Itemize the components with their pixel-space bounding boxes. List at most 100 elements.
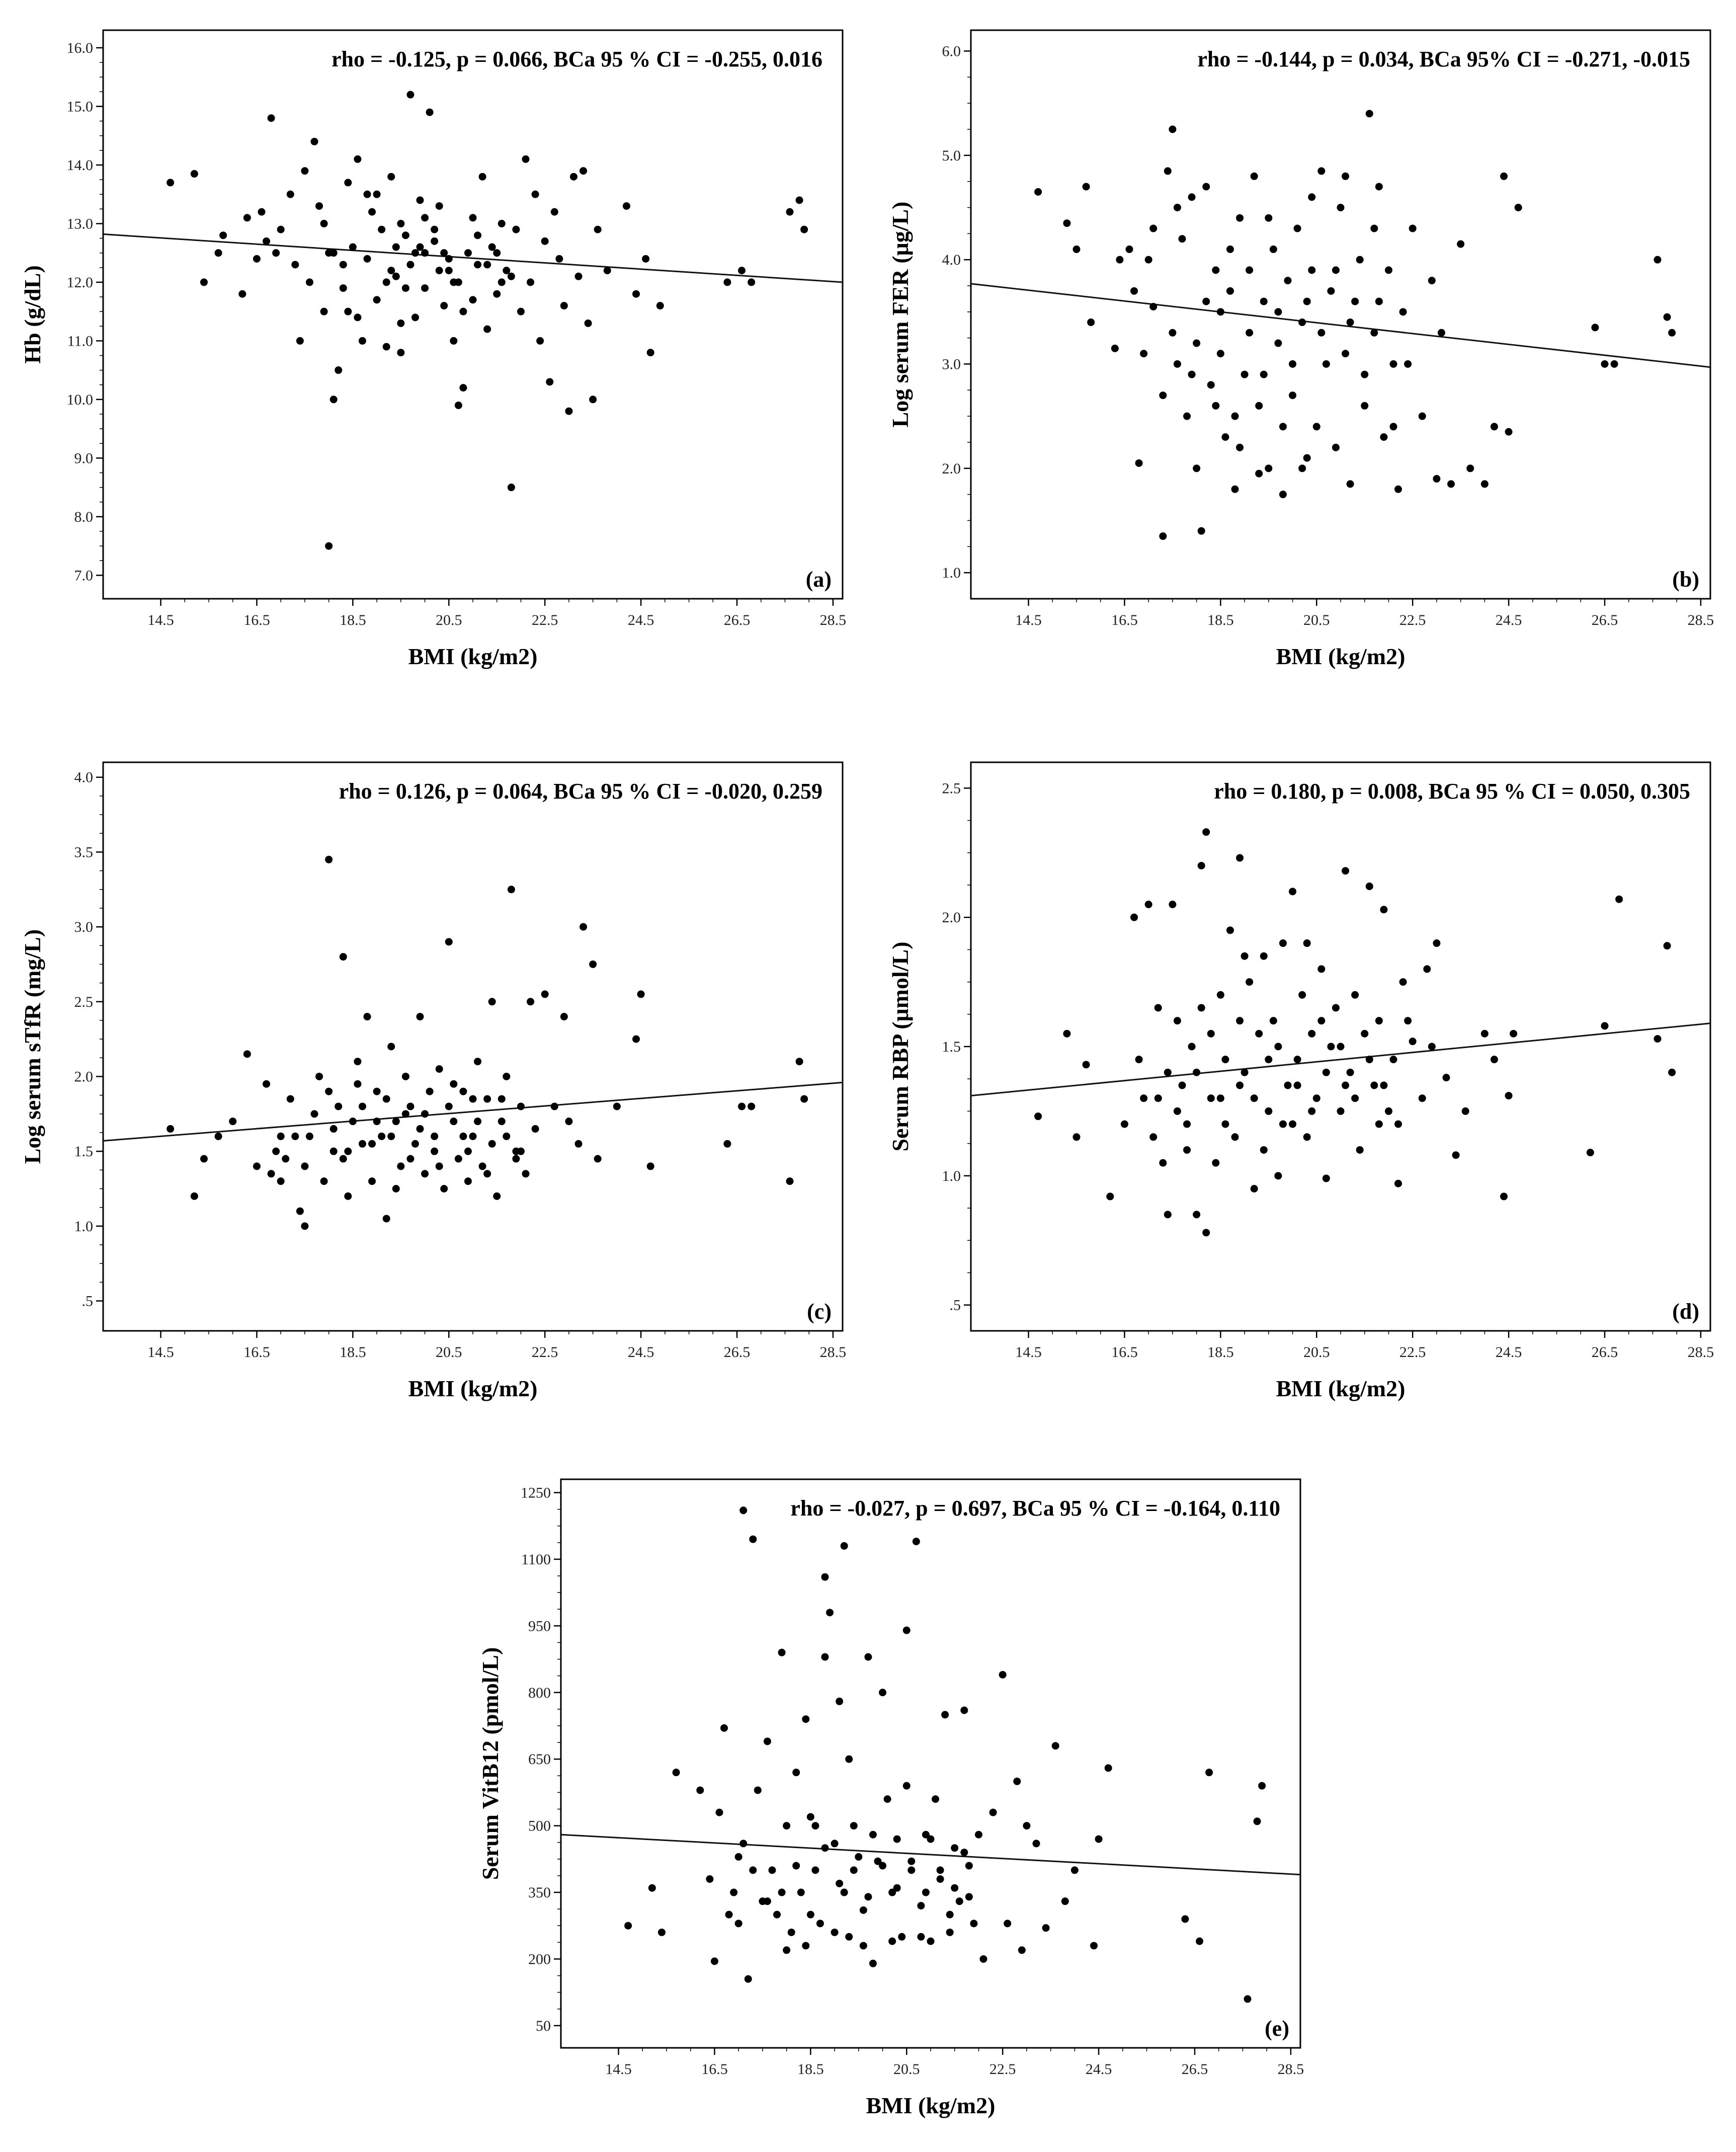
x-tick-label: 26.5 bbox=[1592, 612, 1618, 628]
data-point bbox=[1202, 297, 1210, 305]
data-point bbox=[594, 1155, 602, 1163]
data-point bbox=[335, 366, 343, 374]
data-point bbox=[329, 1147, 338, 1155]
data-point bbox=[243, 214, 251, 222]
data-point bbox=[1231, 412, 1239, 420]
data-point bbox=[725, 1910, 733, 1919]
data-point bbox=[1298, 991, 1306, 999]
data-point bbox=[387, 267, 395, 275]
data-point bbox=[917, 1902, 925, 1909]
data-point bbox=[979, 1955, 987, 1963]
y-tick-label: 350 bbox=[528, 1884, 551, 1901]
data-point bbox=[368, 1177, 376, 1185]
data-point bbox=[320, 1177, 328, 1185]
data-point bbox=[363, 255, 371, 263]
data-point bbox=[527, 278, 535, 286]
data-point bbox=[1346, 480, 1354, 488]
data-point bbox=[1284, 1081, 1292, 1089]
data-point bbox=[1034, 188, 1042, 196]
data-point bbox=[498, 278, 506, 286]
data-point bbox=[387, 1043, 395, 1051]
data-point bbox=[1221, 1120, 1229, 1128]
x-tick-label: 16.5 bbox=[1111, 612, 1138, 628]
data-point bbox=[1303, 297, 1311, 305]
data-point bbox=[1061, 1897, 1069, 1905]
data-point bbox=[879, 1689, 887, 1697]
data-point bbox=[1265, 214, 1273, 222]
data-point bbox=[435, 1065, 443, 1073]
data-point bbox=[1274, 1043, 1282, 1051]
data-point bbox=[768, 1866, 776, 1874]
data-point bbox=[1164, 167, 1172, 175]
x-tick-label: 26.5 bbox=[1592, 1344, 1618, 1361]
data-point bbox=[1505, 1092, 1513, 1100]
data-point bbox=[474, 1118, 482, 1126]
data-point bbox=[421, 284, 429, 292]
x-tick-label: 14.5 bbox=[605, 2061, 632, 2078]
data-point bbox=[1610, 360, 1618, 368]
data-point bbox=[912, 1538, 920, 1546]
data-point bbox=[541, 237, 549, 245]
data-point bbox=[397, 349, 405, 357]
x-tick-label: 18.5 bbox=[1207, 1344, 1234, 1361]
data-point bbox=[859, 1906, 867, 1914]
data-point bbox=[836, 1879, 844, 1887]
data-point bbox=[883, 1795, 891, 1803]
data-point bbox=[1063, 219, 1071, 227]
data-point bbox=[922, 1830, 930, 1839]
chart-panel-b: 1.0 2.0 3.0 4.0 5.0 6.0 14.5 16.5 18.5 20.5 22.5 24… bbox=[887, 29, 1714, 669]
data-point bbox=[1023, 1822, 1031, 1830]
data-point bbox=[1173, 1107, 1181, 1115]
data-point bbox=[1370, 1081, 1378, 1089]
data-point bbox=[488, 998, 496, 1006]
data-point bbox=[1289, 888, 1297, 896]
data-point bbox=[787, 1928, 795, 1936]
data-point bbox=[503, 1132, 511, 1140]
data-point bbox=[999, 1670, 1007, 1679]
data-point bbox=[1236, 214, 1244, 222]
data-point bbox=[1375, 183, 1383, 191]
x-tick-label: 26.5 bbox=[1182, 2061, 1208, 2078]
x-tick-label: 16.5 bbox=[1111, 1344, 1138, 1361]
data-point bbox=[1173, 203, 1181, 211]
data-point bbox=[1258, 1782, 1266, 1790]
data-point bbox=[546, 378, 554, 386]
data-point bbox=[1231, 485, 1239, 493]
data-point bbox=[167, 1125, 175, 1133]
data-point bbox=[936, 1866, 944, 1874]
regression-line bbox=[970, 1022, 1711, 1097]
panel-label: (b) bbox=[1672, 567, 1699, 592]
data-point bbox=[1178, 1081, 1186, 1089]
data-point bbox=[469, 1132, 477, 1140]
data-point bbox=[1274, 1172, 1282, 1180]
data-point bbox=[401, 231, 409, 240]
data-point bbox=[1135, 459, 1143, 467]
data-point bbox=[632, 290, 640, 298]
data-point bbox=[706, 1875, 714, 1883]
data-point bbox=[263, 1080, 271, 1088]
data-point bbox=[613, 1102, 621, 1110]
data-point bbox=[1298, 464, 1306, 472]
chart-panel-a: 7.0 8.0 9.0 10.0 11.0 12.0 13.0 14.0 15.0 16.0 14.… bbox=[20, 29, 846, 669]
y-tick-label: 2.5 bbox=[74, 994, 94, 1010]
data-point bbox=[450, 1118, 458, 1126]
data-point bbox=[1246, 266, 1254, 274]
data-point bbox=[286, 1095, 294, 1103]
data-point bbox=[445, 1102, 453, 1110]
data-point bbox=[531, 190, 539, 198]
data-point bbox=[335, 1102, 343, 1110]
data-point bbox=[907, 1866, 916, 1874]
stats-annotation: rho = -0.125, p = 0.066, BCa 95 % CI = -… bbox=[332, 47, 822, 71]
data-point bbox=[1332, 266, 1340, 274]
data-point bbox=[258, 208, 266, 216]
y-tick-label: 1.5 bbox=[942, 1039, 961, 1055]
data-point bbox=[1260, 1146, 1268, 1154]
data-point bbox=[1322, 360, 1330, 368]
data-point bbox=[325, 1087, 333, 1095]
data-point bbox=[392, 1118, 400, 1126]
x-tick-label: 28.5 bbox=[820, 1344, 847, 1361]
data-point bbox=[1322, 1174, 1330, 1182]
data-point bbox=[917, 1933, 925, 1941]
data-point bbox=[368, 1140, 376, 1148]
data-point bbox=[310, 1110, 318, 1118]
